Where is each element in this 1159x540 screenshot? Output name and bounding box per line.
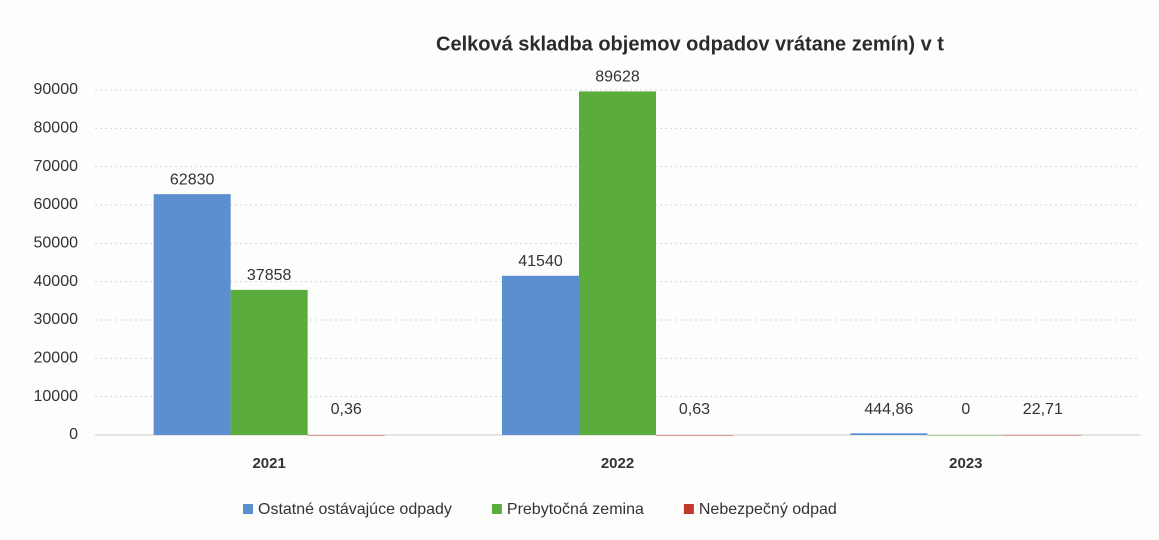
value-label: 41540 [518, 253, 563, 270]
bar [656, 434, 733, 436]
legend-swatch [491, 504, 502, 514]
y-tick-label: 60000 [34, 196, 79, 213]
value-label: 0,36 [331, 401, 362, 418]
legend-swatch [243, 504, 253, 514]
bar [927, 435, 1005, 436]
bar [230, 289, 308, 435]
x-tick-label: 2023 [949, 455, 982, 472]
value-label: 0 [961, 401, 970, 418]
bar [153, 194, 231, 435]
y-tick-label: 0 [69, 426, 78, 443]
value-label: 22,71 [1023, 401, 1063, 418]
y-tick-label: 30000 [34, 311, 79, 328]
value-label: 62830 [170, 171, 215, 188]
bar [579, 91, 656, 436]
y-tick-label: 80000 [34, 120, 79, 137]
value-label: 0,63 [679, 401, 710, 418]
x-tick-label: 2022 [601, 455, 634, 472]
bar [850, 433, 928, 435]
y-tick-label: 90000 [34, 81, 79, 98]
legend-label: Nebezpečný odpad [699, 501, 837, 518]
value-label: 37858 [247, 267, 292, 284]
bar [502, 275, 579, 435]
y-tick-label: 70000 [34, 158, 79, 175]
bar [307, 434, 385, 436]
chart-title: Celková skladba objemov odpadov vrátane … [436, 33, 944, 55]
y-tick-label: 50000 [34, 235, 79, 252]
legend-label: Prebytočná zemina [507, 501, 644, 518]
legend-label: Ostatné ostávajúce odpady [258, 501, 452, 518]
x-tick-label: 2021 [252, 455, 285, 472]
y-tick-label: 10000 [34, 388, 79, 405]
y-tick-label: 40000 [34, 273, 79, 290]
y-tick-label: 20000 [34, 350, 79, 367]
value-label: 89628 [595, 69, 640, 86]
bar [1004, 434, 1082, 436]
value-label: 444,86 [864, 401, 913, 418]
legend-swatch [683, 504, 694, 514]
